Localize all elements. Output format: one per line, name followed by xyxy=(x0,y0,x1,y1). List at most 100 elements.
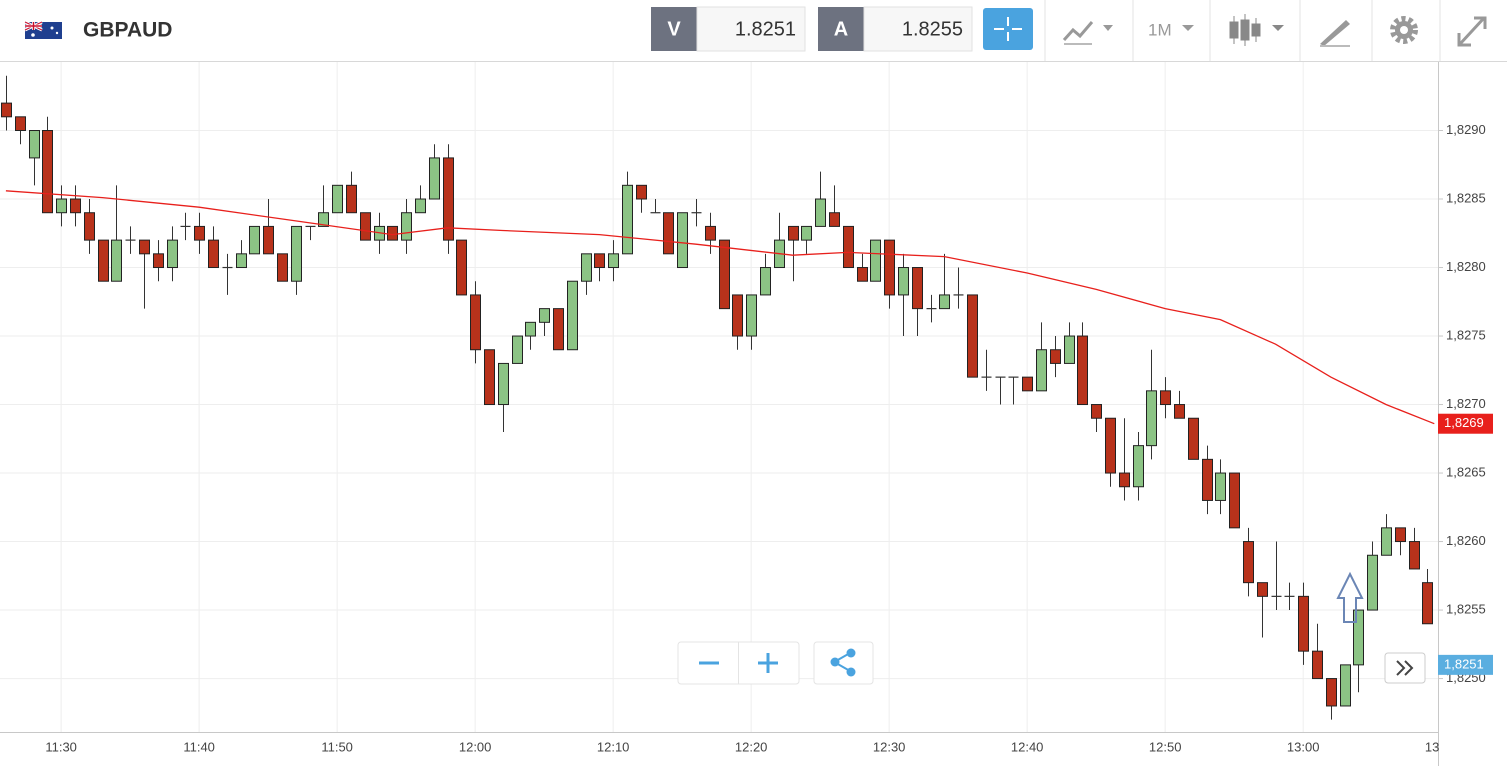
candle-body xyxy=(56,198,67,214)
candle-body xyxy=(1395,527,1406,543)
x-tick-label: 13:10 xyxy=(1425,739,1458,754)
current-price-tag xyxy=(1438,654,1493,675)
candle-body xyxy=(456,239,467,296)
candle-body xyxy=(498,362,509,406)
candle-body xyxy=(1064,335,1075,364)
candle-body xyxy=(387,225,398,241)
x-tick-label: 11:40 xyxy=(183,739,215,754)
flag-icon xyxy=(24,20,62,39)
candle-body xyxy=(677,212,688,269)
candle-body xyxy=(291,225,302,282)
indicator-button[interactable] xyxy=(1062,21,1113,45)
moving-average-line xyxy=(5,190,1435,425)
candle-body xyxy=(746,294,757,337)
y-tick-label: 1,8275 xyxy=(1446,327,1486,342)
crosshair-button[interactable] xyxy=(983,8,1033,50)
settings-button[interactable] xyxy=(1390,16,1418,44)
candle-body xyxy=(567,280,578,351)
candle-body xyxy=(360,212,371,241)
candle-body xyxy=(732,294,743,337)
candle-body xyxy=(429,157,440,200)
timeframe: 1M xyxy=(1148,20,1172,39)
candle-body xyxy=(815,198,826,227)
candle-body xyxy=(1229,472,1240,529)
arrow-annotation xyxy=(1336,571,1364,623)
candle-body xyxy=(167,239,178,269)
candle-body xyxy=(1146,390,1157,447)
ask-label: A xyxy=(834,18,848,40)
zoom-controls xyxy=(677,641,874,685)
candle-body xyxy=(1,102,12,118)
y-tick-label: 1,8265 xyxy=(1446,464,1486,479)
bid-label: V xyxy=(667,18,681,40)
candle-body xyxy=(622,184,633,255)
y-tick-label: 1,8285 xyxy=(1446,190,1486,205)
draw-button[interactable] xyxy=(1320,20,1350,47)
candle-body xyxy=(1353,609,1364,666)
y-tick-label: 1,8255 xyxy=(1446,601,1486,616)
fullscreen-button[interactable] xyxy=(1457,16,1487,47)
y-tick-label: 1,8290 xyxy=(1446,122,1486,137)
candle-body xyxy=(1298,595,1309,652)
candle-body xyxy=(843,225,854,269)
candle-body xyxy=(15,116,26,132)
candle-body xyxy=(70,198,81,214)
candle-body xyxy=(1381,527,1392,556)
zoom-in-button[interactable] xyxy=(758,653,778,673)
candle-body xyxy=(939,294,950,310)
chart-type-button[interactable] xyxy=(1229,14,1284,46)
x-tick-label: 11:30 xyxy=(45,739,77,754)
candle-body xyxy=(1312,650,1323,680)
candle-body xyxy=(415,198,426,214)
candle-body xyxy=(1257,582,1268,597)
ask-box[interactable]: A 1.8255 xyxy=(818,6,973,52)
y-tick-label: 1,8270 xyxy=(1446,396,1486,411)
symbol: GBPAUD xyxy=(83,19,172,42)
candle-body xyxy=(705,225,716,241)
y-tick-label: 1,8280 xyxy=(1446,259,1486,274)
x-tick-label: 12:10 xyxy=(597,739,630,754)
scroll-right-button[interactable] xyxy=(1384,652,1426,684)
candle-body xyxy=(608,253,619,269)
candle-body xyxy=(1105,417,1116,474)
candle-body xyxy=(539,308,550,323)
candle-body xyxy=(1326,678,1337,707)
timeframe-button[interactable]: 1M xyxy=(1148,20,1194,39)
candle-body xyxy=(967,294,978,378)
candle-body xyxy=(898,267,909,296)
candle-body xyxy=(719,239,730,310)
x-tick-label: 12:50 xyxy=(1149,739,1182,754)
candle-body xyxy=(760,267,771,296)
x-tick-label: 13:00 xyxy=(1287,739,1320,754)
candle-body xyxy=(401,212,412,241)
ma-price-label: 1,8269 xyxy=(1444,415,1484,430)
candle-body xyxy=(1367,554,1378,611)
bid-box[interactable]: V 1.8251 xyxy=(651,6,806,52)
candle-body xyxy=(98,239,109,282)
candle-body xyxy=(636,184,647,200)
candle-body xyxy=(139,239,150,255)
candle-body xyxy=(663,212,674,255)
share-button[interactable] xyxy=(813,641,874,685)
x-tick-label: 12:40 xyxy=(1011,739,1044,754)
candle-body xyxy=(581,253,592,282)
candle-body xyxy=(884,239,895,296)
y-tick-label: 1,8260 xyxy=(1446,533,1486,548)
candle-body xyxy=(263,225,274,255)
candle-body xyxy=(1243,541,1254,584)
candle-body xyxy=(332,184,343,214)
candle-body xyxy=(29,130,40,159)
candle-body xyxy=(1077,335,1088,406)
candle-body xyxy=(1160,390,1171,406)
candle-body xyxy=(1422,582,1433,625)
price-labels: 1,8269 1,8251 xyxy=(1438,413,1493,675)
toolbar-separators xyxy=(1044,0,1441,61)
candle-body xyxy=(801,225,812,241)
candle-body xyxy=(1050,349,1061,364)
candle-body xyxy=(84,212,95,241)
bid-price: 1.8251 xyxy=(735,18,796,40)
plot xyxy=(1,75,1435,720)
candle-body xyxy=(249,225,260,255)
candle-body xyxy=(277,253,288,282)
candle-body xyxy=(208,239,219,269)
